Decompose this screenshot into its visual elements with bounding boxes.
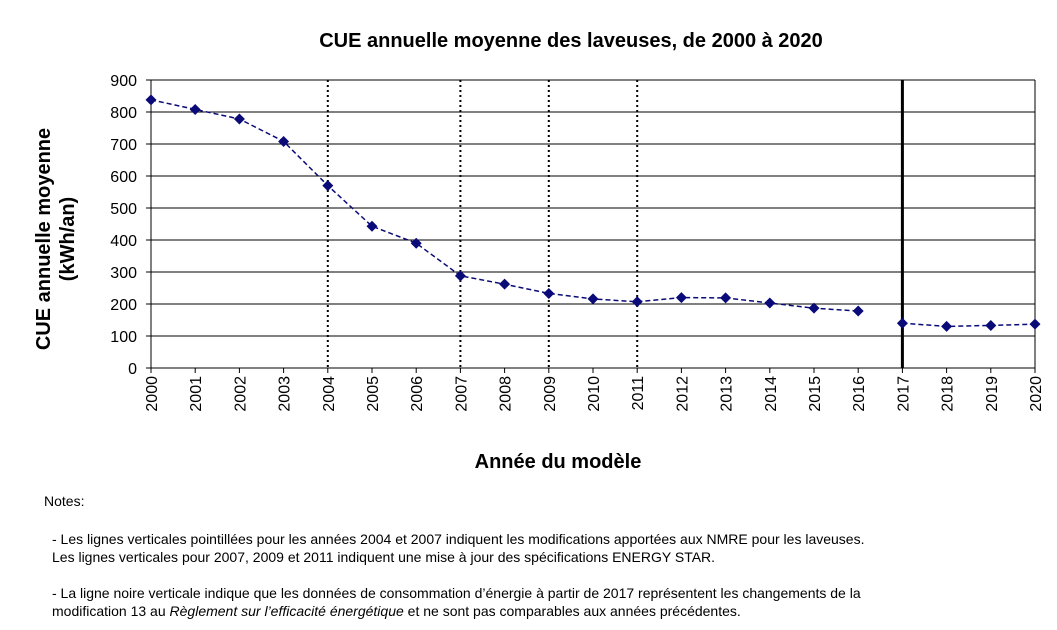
y-axis-label-line1: CUE annuelle moyenne [33, 128, 55, 350]
y-axis-label-line2: (kWh/an) [57, 197, 79, 281]
note-1-line-1: - Les lignes verticales pointillées pour… [52, 531, 865, 547]
x-tick-label: 2000 [144, 376, 161, 412]
x-tick-label: 2019 [984, 376, 1001, 412]
plot-area [151, 80, 1035, 368]
data-point [852, 305, 864, 317]
data-point [896, 317, 908, 329]
x-tick-label: 2010 [586, 376, 603, 412]
x-tick-label: 2006 [409, 376, 426, 412]
data-point [189, 103, 201, 115]
note-2: - La ligne noire verticale indique que l… [52, 584, 1016, 620]
data-point [675, 292, 687, 304]
data-point [764, 297, 776, 309]
x-tick-label: 2014 [763, 376, 780, 412]
y-tick-label: 400 [110, 233, 137, 250]
data-point [410, 237, 422, 249]
note-1: - Les lignes verticales pointillées pour… [52, 530, 1016, 566]
x-tick-label: 2017 [895, 376, 912, 412]
y-tick-label: 600 [110, 169, 137, 186]
data-point [631, 296, 643, 308]
y-tick-label: 300 [110, 265, 137, 282]
data-point [366, 220, 378, 232]
x-tick-label: 2020 [1028, 376, 1045, 412]
x-tick-label: 2013 [719, 376, 736, 412]
data-point [145, 94, 157, 106]
y-tick-label: 500 [110, 201, 137, 218]
note-2-text-b: et ne sont pas comparables aux années pr… [403, 603, 741, 619]
note-2-regulation-title: Règlement sur l’efficacité énergétique [169, 603, 404, 619]
x-tick-label: 2016 [851, 376, 868, 412]
data-point [720, 292, 732, 304]
x-tick-label: 2011 [630, 376, 647, 411]
data-point [233, 113, 245, 125]
data-point [499, 278, 511, 290]
y-tick-label: 100 [110, 329, 137, 346]
data-point [278, 135, 290, 147]
y-tick-label: 800 [110, 105, 137, 122]
x-tick-label: 2001 [188, 376, 205, 412]
x-tick-label: 2002 [232, 376, 249, 412]
data-point [941, 320, 953, 332]
x-tick-label: 2012 [674, 376, 691, 412]
x-axis-label: Année du modèle [475, 451, 642, 473]
note-2-line-1: - La ligne noire verticale indique que l… [52, 585, 861, 601]
data-point [454, 270, 466, 282]
x-tick-label: 2005 [365, 376, 382, 412]
series-line-from-2017 [902, 322, 1036, 328]
chart: CUE annuelle moyenne des laveuses, de 20… [33, 30, 1045, 473]
data-point [985, 319, 997, 331]
y-tick-label: 900 [110, 73, 137, 90]
data-point [322, 180, 334, 192]
data-point [587, 293, 599, 305]
note-2-line-2: modification 13 au Règlement sur l’effic… [52, 602, 1016, 620]
y-tick-label: 700 [110, 137, 137, 154]
x-tick-label: 2009 [542, 376, 559, 412]
x-tick-label: 2008 [498, 376, 515, 412]
x-tick-label: 2015 [807, 376, 824, 412]
data-point [808, 302, 820, 314]
note-1-line-2: Les lignes verticales pour 2007, 2009 et… [52, 549, 716, 565]
y-tick-label: 200 [110, 297, 137, 314]
x-tick-label: 2003 [277, 376, 294, 412]
chart-title: CUE annuelle moyenne des laveuses, de 20… [319, 30, 823, 52]
y-tick-label: 0 [128, 361, 137, 378]
data-point [543, 287, 555, 299]
data-point [1029, 318, 1041, 330]
x-tick-label: 2018 [940, 376, 957, 412]
notes-heading: Notes: [44, 493, 85, 509]
x-tick-label: 2004 [321, 376, 338, 412]
x-tick-label: 2007 [453, 376, 470, 412]
note-2-text-a: modification 13 au [52, 603, 170, 619]
